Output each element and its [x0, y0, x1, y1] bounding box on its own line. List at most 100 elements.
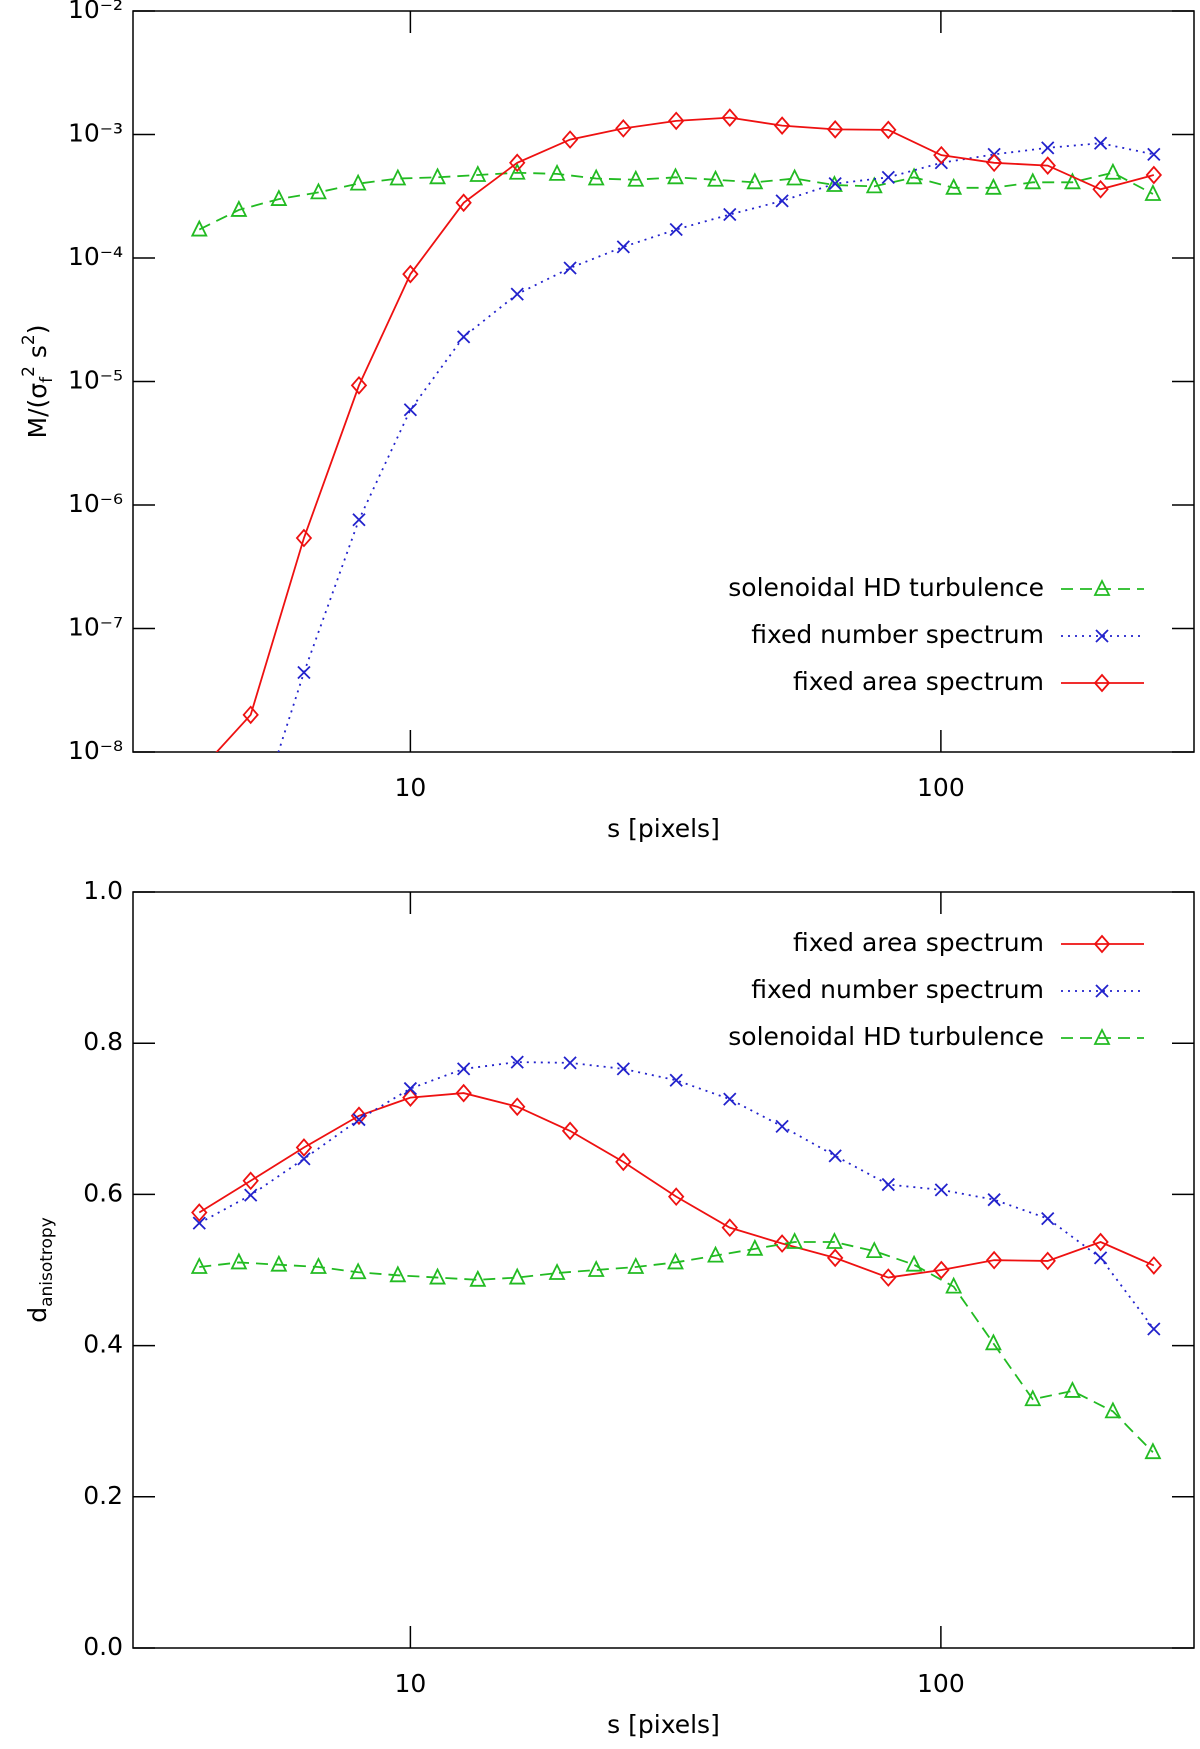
marker: [1039, 156, 1056, 175]
marker: [786, 1232, 804, 1249]
marker: [616, 240, 630, 254]
marker: [456, 330, 471, 344]
marker: [561, 130, 579, 149]
marker: [881, 1177, 895, 1192]
x-tick-label: 10: [394, 773, 426, 802]
marker: [905, 1254, 923, 1272]
y-tick-label: 10⁻³: [68, 119, 123, 148]
y-tick-label: 10⁻²: [68, 0, 123, 24]
marker: [192, 1216, 206, 1230]
y-tick-label: 1.0: [83, 876, 123, 905]
marker: [548, 163, 566, 181]
marker: [668, 111, 685, 131]
marker: [707, 1245, 724, 1263]
marker: [350, 376, 368, 395]
marker: [1092, 1232, 1109, 1252]
marker: [402, 264, 419, 284]
marker: [389, 1265, 407, 1283]
marker: [933, 1260, 950, 1280]
marker: [773, 1234, 791, 1253]
y-tick-label: 10⁻⁶: [68, 489, 123, 518]
marker: [190, 1256, 208, 1274]
marker: [1039, 1251, 1056, 1271]
legend-marker: [1093, 934, 1111, 954]
marker: [350, 1106, 368, 1126]
marker: [563, 1056, 577, 1070]
marker: [1104, 162, 1122, 180]
marker: [865, 176, 883, 194]
marker: [190, 219, 208, 237]
marker: [548, 1263, 566, 1280]
marker: [1104, 1401, 1122, 1419]
legend-label: fixed area spectrum: [793, 667, 1044, 696]
marker: [191, 1203, 208, 1222]
marker: [707, 169, 724, 187]
plot-frame: [132, 891, 1195, 1649]
x-axis-label: s [pixels]: [607, 1710, 720, 1739]
marker: [985, 1250, 1003, 1270]
marker: [1041, 141, 1055, 155]
marker: [1145, 165, 1163, 185]
marker: [245, 832, 257, 844]
marker: [746, 1238, 764, 1256]
marker: [508, 1267, 526, 1285]
marker: [905, 167, 923, 185]
marker: [352, 513, 366, 527]
legend-marker: [1093, 1027, 1111, 1045]
legend-marker: [1095, 629, 1109, 643]
y-tick-label: 0.6: [83, 1178, 123, 1207]
marker: [669, 222, 683, 237]
marker: [1093, 136, 1108, 150]
marker: [510, 287, 524, 301]
marker: [1093, 1251, 1108, 1265]
marker: [985, 153, 1003, 173]
y-tick-label: 10⁻⁷: [68, 613, 123, 642]
marker: [984, 177, 1002, 195]
marker: [746, 172, 764, 190]
marker: [509, 153, 526, 173]
marker: [865, 1241, 883, 1258]
marker: [775, 1119, 789, 1133]
marker: [508, 162, 526, 180]
marker: [934, 1183, 948, 1197]
marker: [469, 164, 487, 182]
marker: [295, 528, 313, 548]
x-tick-label: 100: [917, 773, 965, 802]
y-tick-label: 0.2: [83, 1481, 123, 1510]
y-tick-label: 0.0: [83, 1632, 123, 1661]
marker: [429, 167, 446, 185]
marker: [933, 145, 950, 165]
y-tick-label: 10⁻⁵: [68, 366, 123, 395]
marker: [456, 1062, 471, 1076]
marker: [987, 1193, 1001, 1207]
marker: [668, 1187, 685, 1207]
legend-marker: [1095, 984, 1109, 998]
legend-label: solenoidal HD turbulence: [728, 573, 1044, 602]
marker: [615, 119, 632, 138]
marker: [455, 1083, 472, 1103]
marker: [1024, 172, 1042, 190]
marker: [563, 261, 577, 275]
marker: [880, 1268, 897, 1287]
marker: [1092, 179, 1109, 199]
marker: [945, 177, 963, 195]
marker: [1063, 172, 1081, 190]
x-tick-label: 100: [917, 1669, 965, 1698]
marker: [297, 1152, 311, 1166]
legend-marker: [1093, 673, 1111, 693]
marker: [244, 1188, 258, 1202]
marker: [627, 169, 645, 187]
marker: [429, 1267, 446, 1285]
marker: [587, 1259, 605, 1277]
y-axis-label: M/(σf​2​ s2​): [19, 325, 57, 439]
marker: [310, 182, 327, 200]
series-line: [198, 1061, 1155, 1330]
marker: [352, 1112, 366, 1127]
marker: [1145, 1256, 1163, 1275]
marker: [825, 1232, 843, 1249]
marker: [880, 120, 897, 140]
series-line: [199, 1241, 1154, 1453]
marker: [1144, 1442, 1162, 1460]
plot-area: [190, 1055, 1163, 1460]
marker: [615, 1152, 632, 1172]
